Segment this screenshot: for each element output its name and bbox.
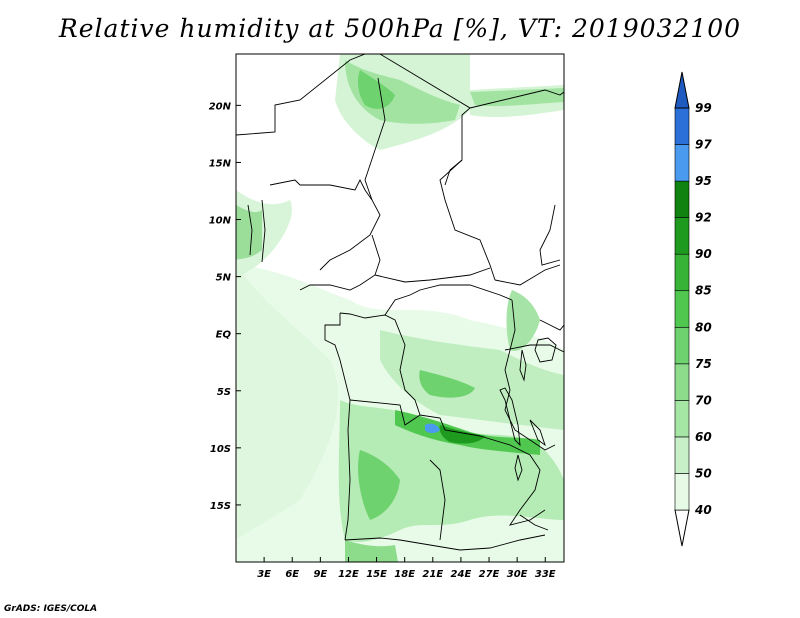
lat-tick-label: 10S <box>210 444 231 455</box>
lat-tick-label: 20N <box>209 101 232 112</box>
colorbar-label: 92 <box>695 211 712 225</box>
grads-credit: GrADS: IGES/COLA <box>4 604 98 614</box>
colorbar-segment <box>674 107 690 145</box>
colorbar-label: 70 <box>695 393 712 407</box>
colorbar-label: 40 <box>694 503 712 517</box>
colorbar-label: 97 <box>695 138 712 152</box>
map-frame <box>235 53 565 563</box>
colorbar-label: 95 <box>695 174 712 188</box>
colorbar-segment <box>674 217 690 255</box>
longitude-axis: 3E 6E 9E 12E 15E 18E 21E 24E 27E 30E 33E <box>257 557 556 580</box>
colorbar-segment <box>674 144 690 182</box>
chart-title: Relative humidity at 500hPa [%], VT: 201… <box>58 14 742 43</box>
colorbar-segment <box>674 180 690 218</box>
colorbar-segment <box>674 473 690 511</box>
colorbar: 40 50 60 70 75 80 85 90 92 95 97 99 <box>674 71 712 547</box>
colorbar-label: 60 <box>695 430 712 444</box>
colorbar-label: 99 <box>695 101 712 115</box>
lakes <box>499 337 557 482</box>
colorbar-segment <box>674 363 690 401</box>
country-borders <box>236 54 564 551</box>
lat-tick-label: EQ <box>216 330 232 341</box>
colorbar-segment <box>674 400 690 438</box>
colorbar-top-arrow <box>674 71 690 109</box>
colorbar-label: 85 <box>695 284 712 298</box>
lon-tick-label: 18E <box>394 569 415 580</box>
lat-tick-label: 5N <box>216 273 232 284</box>
lon-tick-label: 15E <box>366 569 387 580</box>
lon-tick-label: 3E <box>257 569 271 580</box>
colorbar-segment <box>674 253 690 292</box>
latitude-axis: 20N 15N 10N 5N EQ 5S 10S 15S <box>209 101 241 512</box>
lat-tick-label: 15N <box>209 158 232 169</box>
lon-tick-label: 30E <box>507 569 528 580</box>
colorbar-label: 75 <box>695 357 712 371</box>
lon-tick-label: 24E <box>451 569 472 580</box>
lat-tick-label: 15S <box>210 501 231 512</box>
lon-tick-label: 33E <box>535 569 556 580</box>
colorbar-bottom-arrow <box>674 509 690 547</box>
colorbar-segment <box>674 326 690 365</box>
lat-tick-label: 5S <box>217 387 231 398</box>
lon-tick-label: 27E <box>479 569 500 580</box>
lon-tick-label: 12E <box>338 569 359 580</box>
lat-tick-label: 10N <box>209 216 232 227</box>
colorbar-segment <box>674 290 690 328</box>
humidity-shading <box>236 54 564 562</box>
colorbar-label: 90 <box>695 247 712 261</box>
colorbar-label: 80 <box>695 320 712 334</box>
lon-tick-label: 21E <box>422 569 443 580</box>
lon-tick-label: 9E <box>313 569 327 580</box>
colorbar-segment <box>674 436 690 474</box>
colorbar-label: 50 <box>695 466 712 480</box>
lon-tick-label: 6E <box>285 569 299 580</box>
